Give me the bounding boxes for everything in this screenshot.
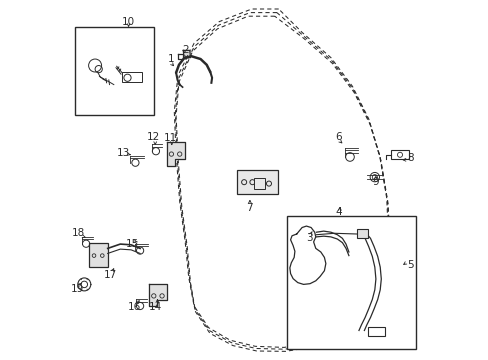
Text: 6: 6 <box>335 132 342 142</box>
Polygon shape <box>167 142 185 166</box>
Bar <box>356 229 367 238</box>
Text: 14: 14 <box>148 302 162 312</box>
Bar <box>75 27 153 115</box>
Text: 5: 5 <box>406 260 412 270</box>
Bar <box>253 178 264 189</box>
Text: 17: 17 <box>104 270 117 280</box>
Text: 7: 7 <box>246 203 253 213</box>
Text: 13: 13 <box>117 148 130 158</box>
Text: 18: 18 <box>71 228 84 238</box>
Bar <box>122 72 142 82</box>
Bar <box>367 327 384 336</box>
Text: 2: 2 <box>182 45 188 55</box>
Bar <box>286 216 415 349</box>
Bar <box>236 170 277 194</box>
Text: 16: 16 <box>128 302 141 312</box>
Bar <box>390 150 408 159</box>
Text: 9: 9 <box>372 177 378 187</box>
Polygon shape <box>183 50 190 58</box>
Polygon shape <box>149 284 167 306</box>
Text: 15: 15 <box>125 239 139 249</box>
Text: 1: 1 <box>167 54 174 64</box>
Bar <box>89 243 107 267</box>
Text: 19: 19 <box>70 284 83 294</box>
Text: 8: 8 <box>407 153 413 163</box>
Text: 3: 3 <box>305 233 312 243</box>
Text: 4: 4 <box>335 207 342 217</box>
Text: 11: 11 <box>164 132 177 143</box>
Text: 10: 10 <box>122 17 135 27</box>
Text: 12: 12 <box>147 132 160 142</box>
